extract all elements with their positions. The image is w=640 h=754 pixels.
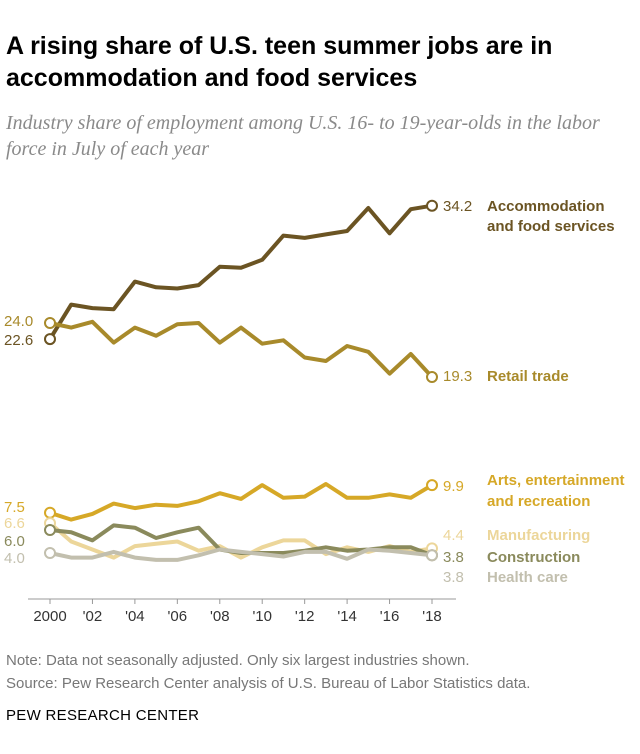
brand-name: PEW RESEARCH CENTER [6, 707, 200, 724]
x-tick-label: '16 [380, 608, 400, 625]
x-tick-label: '04 [125, 608, 145, 625]
series-start-label: 6.0 [4, 533, 25, 550]
series-line [48, 547, 434, 562]
series-end-label: 9.9 [443, 478, 464, 495]
series-end-marker [426, 199, 438, 212]
series-start-marker [44, 506, 56, 519]
series-name-label: Construction [487, 549, 580, 566]
series-end-label: 3.8 [443, 549, 464, 566]
series-lines [44, 199, 438, 562]
series-name-label: Retail trade [487, 368, 569, 385]
series-end-label: 3.8 [443, 569, 464, 586]
series-line [48, 203, 434, 342]
x-tick-label: '08 [210, 608, 230, 625]
series-line [48, 319, 434, 379]
series-start-marker [44, 547, 56, 559]
series-end-label: 19.3 [443, 368, 472, 385]
x-axis: 2000 '02 '04 '06 '08 '10 '12 '14 '16 '18 [28, 598, 456, 625]
chart-subtitle: Industry share of employment among U.S. … [6, 112, 600, 160]
chart-source: Source: Pew Research Center analysis of … [6, 675, 531, 692]
x-tick-label: '18 [422, 608, 442, 625]
series-end-marker [426, 549, 438, 562]
series-end-label: 4.4 [443, 527, 464, 544]
chart-note: Note: Data not seasonally adjusted. Only… [6, 652, 470, 669]
series-end-marker [426, 479, 438, 492]
series-line [48, 521, 434, 560]
line-chart: 2000 '02 '04 '06 '08 '10 '12 '14 '16 '18 22.6 34.2… [4, 198, 625, 625]
series-name-label: and food services [487, 218, 615, 235]
series-end-label: 34.2 [443, 198, 472, 215]
chart-title: A rising share of U.S. teen summer jobs … [6, 32, 553, 92]
series-name-label: and recreation [487, 493, 590, 510]
series-start-label: 24.0 [4, 313, 33, 330]
x-tick-label: '10 [252, 608, 272, 625]
series-start-label: 22.6 [4, 332, 33, 349]
series-labels: 22.6 34.2 Accommodation and food services 24… [4, 198, 625, 586]
series-start-label: 6.6 [4, 515, 25, 532]
series-name-label: Health care [487, 569, 568, 586]
series-name-label: Manufacturing [487, 527, 590, 544]
series-end-marker [426, 371, 438, 384]
series-start-label: 4.0 [4, 550, 25, 567]
series-start-label: 7.5 [4, 499, 25, 516]
x-tick-label: '06 [168, 608, 188, 625]
series-start-marker [44, 333, 56, 346]
series-name-label: Arts, entertainment [487, 472, 625, 489]
series-name-label: Accommodation [487, 198, 605, 215]
x-tick-label: '14 [337, 608, 357, 625]
x-tick-label: 2000 [33, 608, 66, 625]
x-tick-label: '02 [83, 608, 103, 625]
series-start-marker [44, 317, 56, 329]
series-start-marker [44, 524, 56, 536]
x-tick-label: '12 [295, 608, 315, 625]
series-line [48, 482, 434, 522]
